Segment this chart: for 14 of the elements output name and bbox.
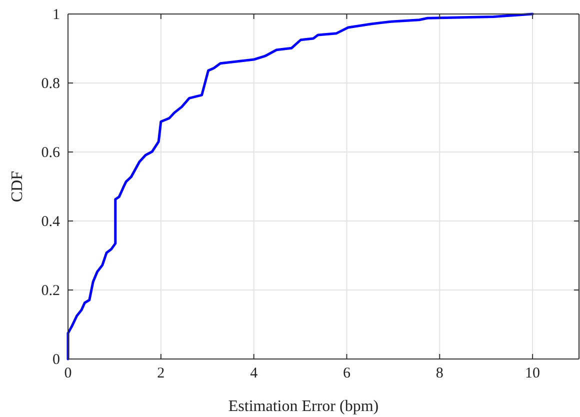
x-tick-label: 2 [157, 366, 165, 382]
y-tick-label: 1 [52, 6, 60, 23]
y-tick-label: 0.4 [41, 214, 60, 230]
x-tick-label: 4 [250, 366, 258, 382]
y-tick-label: 0.8 [41, 76, 60, 92]
x-tick-label: 10 [525, 366, 540, 382]
y-axis-title: CDF [9, 170, 26, 202]
y-tick-label: 0.2 [41, 282, 60, 299]
y-tick-label: 0.6 [41, 144, 60, 161]
x-tick-label: 0 [64, 366, 72, 382]
y-tick-label: 0 [52, 352, 60, 368]
x-axis-title: Estimation Error (bpm) [228, 398, 379, 415]
x-tick-label: 8 [436, 366, 444, 382]
x-tick-label: 6 [342, 366, 351, 382]
